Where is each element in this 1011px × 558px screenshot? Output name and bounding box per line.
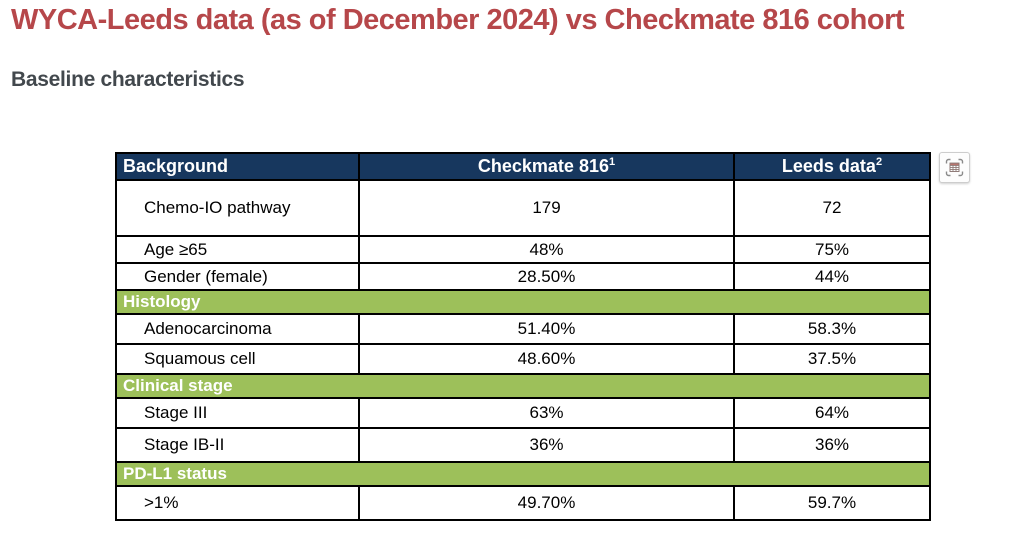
footnote-marker: 2 <box>875 156 883 168</box>
table-row: Squamous cell 48.60% 37.5% <box>115 343 931 375</box>
table-selection-icon <box>945 158 964 177</box>
leeds-value: 64% <box>733 397 931 429</box>
row-label: Stage III <box>115 397 360 429</box>
baseline-characteristics-table: Background Checkmate 8161 Leeds data2 Ch… <box>115 152 931 521</box>
checkmate-value: 179 <box>358 179 735 237</box>
checkmate-value: 28.50% <box>358 262 735 291</box>
leeds-value: 37.5% <box>733 343 931 375</box>
table-row: Chemo-IO pathway 179 72 <box>115 179 931 237</box>
checkmate-value: 36% <box>358 427 735 463</box>
leeds-value: 72 <box>733 179 931 237</box>
checkmate-value: 63% <box>358 397 735 429</box>
column-header-leeds-data: Leeds data2 <box>733 152 931 181</box>
table-header-row: Background Checkmate 8161 Leeds data2 <box>115 152 931 181</box>
column-header-background: Background <box>115 152 360 181</box>
row-label: Stage IB-II <box>115 427 360 463</box>
checkmate-value: 49.70% <box>358 485 735 521</box>
table-row: Stage IB-II 36% 36% <box>115 427 931 463</box>
section-header-row: PD-L1 status <box>115 461 931 487</box>
checkmate-value: 48.60% <box>358 343 735 375</box>
row-label: Gender (female) <box>115 262 360 291</box>
page-subtitle: Baseline characteristics <box>11 68 245 91</box>
section-header-label: Histology <box>115 289 931 315</box>
row-label: Chemo-IO pathway <box>115 179 360 237</box>
footnote-marker: 1 <box>608 156 616 168</box>
section-header-label: Clinical stage <box>115 373 931 399</box>
leeds-value: 75% <box>733 235 931 264</box>
leeds-value: 58.3% <box>733 313 931 345</box>
leeds-value: 59.7% <box>733 485 931 521</box>
leeds-value: 44% <box>733 262 931 291</box>
column-header-checkmate-816: Checkmate 8161 <box>358 152 735 181</box>
table-row: Stage III 63% 64% <box>115 397 931 429</box>
table-row: Gender (female) 28.50% 44% <box>115 262 931 291</box>
row-label: Squamous cell <box>115 343 360 375</box>
page-title: WYCA-Leeds data (as of December 2024) vs… <box>11 4 905 36</box>
checkmate-value: 51.40% <box>358 313 735 345</box>
table-row: >1% 49.70% 59.7% <box>115 485 931 521</box>
row-label: Adenocarcinoma <box>115 313 360 345</box>
leeds-value: 36% <box>733 427 931 463</box>
section-header-row: Histology <box>115 289 931 315</box>
section-header-row: Clinical stage <box>115 373 931 399</box>
table-selection-button[interactable] <box>939 152 970 183</box>
table-row: Adenocarcinoma 51.40% 58.3% <box>115 313 931 345</box>
checkmate-value: 48% <box>358 235 735 264</box>
section-header-label: PD-L1 status <box>115 461 931 487</box>
row-label: Age ≥65 <box>115 235 360 264</box>
row-label: >1% <box>115 485 360 521</box>
table-row: Age ≥65 48% 75% <box>115 235 931 264</box>
